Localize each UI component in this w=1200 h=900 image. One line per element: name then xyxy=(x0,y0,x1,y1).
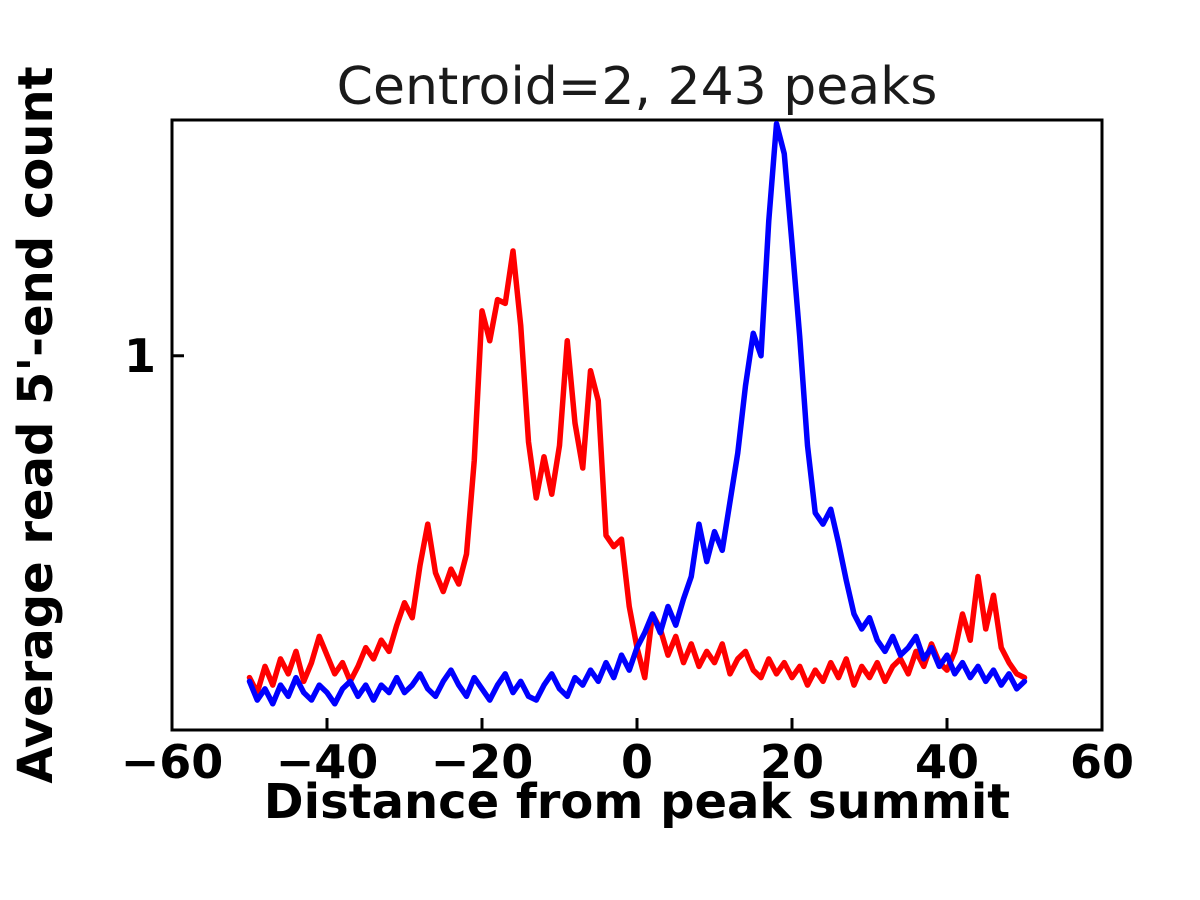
series-line-reverse-strand xyxy=(246,120,1028,707)
x-tick-label: −60 xyxy=(121,735,224,789)
y-axis-ticks: 1 xyxy=(124,329,184,383)
y-tick-label: 1 xyxy=(124,329,156,383)
series-line-forward-strand xyxy=(246,248,1028,696)
x-tick-label: 40 xyxy=(915,735,979,789)
y-axis-label: Average read 5'-end count xyxy=(8,66,64,783)
x-tick-label: 60 xyxy=(1070,735,1134,789)
chart-title: Centroid=2, 243 peaks xyxy=(337,57,938,117)
x-tick-label: 0 xyxy=(621,735,653,789)
x-axis-ticks: −60 −40 −20 0 20 40 60 xyxy=(121,718,1134,789)
x-axis-label: Distance from peak summit xyxy=(264,774,1010,830)
series-lines-group xyxy=(246,120,1028,707)
x-tick-label: −40 xyxy=(276,735,379,789)
x-tick-label: −20 xyxy=(431,735,534,789)
x-tick-label: 20 xyxy=(760,735,824,789)
